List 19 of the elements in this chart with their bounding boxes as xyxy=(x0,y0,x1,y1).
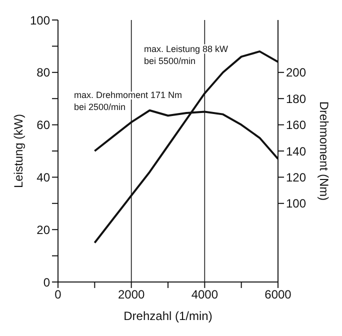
x-tick-label: 2000 xyxy=(118,288,146,302)
y2-tick-label: 160 xyxy=(286,118,306,132)
y2-tick-label: 120 xyxy=(286,170,306,184)
y-tick-label: 80 xyxy=(36,66,50,80)
y2-tick-label: 140 xyxy=(286,144,306,158)
x-tick-label: 6000 xyxy=(264,288,292,302)
y-axis-title: Leistung (kW) xyxy=(11,114,26,188)
y2-axis-title: Drehmoment (Nm) xyxy=(316,101,331,201)
y2-tick-label: 200 xyxy=(286,66,306,80)
y-tick-label: 60 xyxy=(36,118,50,132)
y-tick-label: 40 xyxy=(36,170,50,184)
x-tick-label: 0 xyxy=(54,288,62,302)
y2-tick-label: 180 xyxy=(286,92,306,106)
y-tick-label: 20 xyxy=(36,222,50,237)
x-axis-title: Drehzahl (1/min) xyxy=(124,309,212,323)
y2-tick-label: 100 xyxy=(286,196,306,211)
y-tick-label: 100 xyxy=(30,13,50,28)
x-tick-label: 4000 xyxy=(191,288,218,302)
y-tick-label: 0 xyxy=(43,275,50,290)
